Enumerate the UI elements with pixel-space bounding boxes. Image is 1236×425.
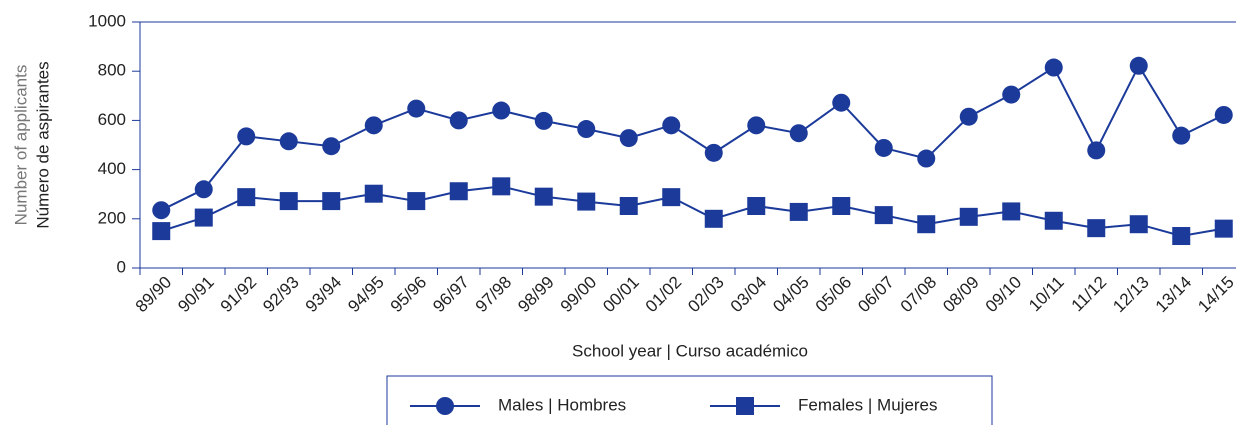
data-point [492,177,511,196]
x-tick-label: 03/04 [727,273,771,317]
x-tick-label: 09/10 [982,273,1026,317]
data-point [449,182,468,201]
data-point [1087,141,1106,160]
x-tick-label: 97/98 [472,273,516,317]
x-tick-label: 07/08 [897,273,941,317]
x-tick-label: 90/91 [174,273,218,317]
x-tick-label: 13/14 [1152,273,1196,317]
data-point [1214,219,1233,238]
data-point [1172,227,1191,246]
data-point [789,124,808,143]
data-point [449,111,468,130]
data-point [237,188,256,207]
x-tick-label: 98/99 [514,273,558,317]
legend-label: Females | Mujeres [798,395,938,414]
series-line [160,63,1225,212]
x-tick-label: 11/12 [1068,273,1111,316]
data-point [322,137,341,156]
x-tick-label: 89/90 [132,273,176,317]
data-point [322,192,341,211]
data-point [789,202,808,221]
data-point [237,127,256,146]
data-point [1129,215,1148,234]
x-tick-label: 14/15 [1194,273,1236,317]
data-point [662,116,681,135]
data-point [534,111,553,130]
data-point [704,209,723,228]
x-tick-label: 94/95 [344,273,388,317]
y-tick-label: 1000 [88,11,126,30]
y-tick-label: 0 [117,257,126,276]
x-tick-label: 00/01 [599,273,643,317]
data-point [534,187,553,206]
data-point [1087,219,1106,238]
data-point [1002,85,1021,104]
data-point [364,184,383,203]
data-point [1044,58,1063,77]
y-axis-label: Number of applicants [11,65,30,226]
data-point [959,207,978,226]
data-point [492,101,511,120]
x-tick-label: 10/11 [1025,273,1068,316]
x-tick-label: 95/96 [387,273,431,317]
data-point [704,143,723,162]
legend-box [386,375,993,425]
x-tick-label: 04/05 [769,273,813,317]
data-point [1172,126,1191,145]
y-tick-label: 200 [98,208,126,227]
x-tick-label: 92/93 [259,273,303,317]
data-point [959,107,978,126]
data-point [832,197,851,216]
data-point [917,215,936,234]
data-point [152,201,171,220]
x-tick-label: 01/02 [642,273,686,317]
data-point [279,192,298,211]
data-point [279,132,298,151]
x-tick-label: 99/00 [557,273,601,317]
y-tick-label: 800 [98,61,126,80]
data-point [577,192,596,211]
data-point [747,197,766,216]
data-point [1044,211,1063,230]
data-point [832,93,851,112]
data-point [1002,202,1021,221]
x-tick-label: 93/94 [302,273,346,317]
data-point [662,188,681,207]
legend-marker [436,397,454,415]
data-point [874,206,893,225]
series-line [160,185,1224,238]
data-point [194,180,213,199]
data-point [747,116,766,135]
x-tick-label: 02/03 [684,273,728,317]
y-tick-label: 400 [98,159,126,178]
data-point [1129,56,1148,75]
x-tick-label: 05/06 [812,273,856,317]
x-tick-label: 12/13 [1109,273,1153,317]
x-axis-label: School year | Curso académico [572,341,808,360]
data-point [917,149,936,168]
data-point [619,129,638,148]
x-tick-label: 06/07 [854,273,898,317]
y-axis-label: Número de aspirantes [33,61,52,228]
data-point [577,120,596,139]
data-point [364,116,383,135]
y-tick-label: 600 [98,110,126,129]
data-point [407,99,426,118]
x-tick-label: 96/97 [429,273,473,317]
data-point [619,197,638,216]
data-point [874,138,893,157]
legend-marker [736,397,754,415]
x-tick-label: 08/09 [939,273,983,317]
x-tick-label: 91/92 [217,273,261,317]
data-point [407,192,426,211]
data-point [1214,105,1233,124]
data-point [152,222,171,241]
data-point [194,208,213,227]
legend-label: Males | Hombres [498,395,626,414]
